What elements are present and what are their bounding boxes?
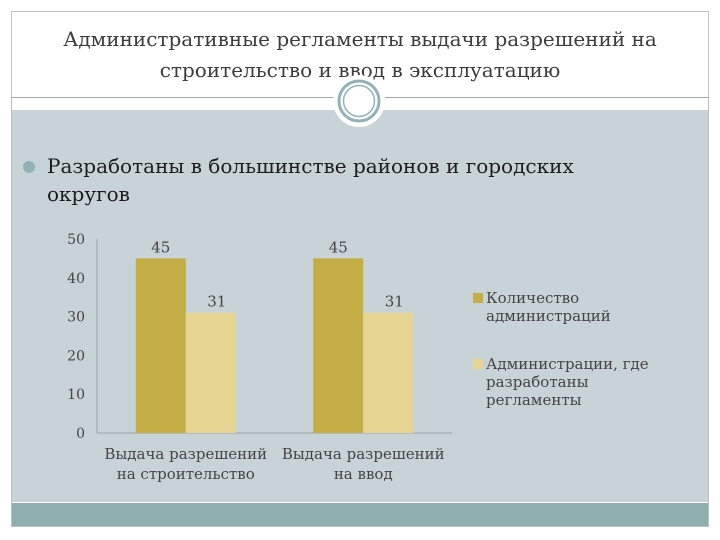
y-tick-label: 30 <box>67 310 85 326</box>
x-category-label: на ввод <box>334 465 393 483</box>
y-tick-label: 50 <box>67 232 85 248</box>
chart-svg: 0 10 20 30 40 50 45 31 Выдача разрешений на строи… <box>67 232 649 483</box>
y-tick-label: 40 <box>67 271 85 287</box>
legend-label: разработаны <box>486 373 589 391</box>
data-label: 45 <box>329 238 348 256</box>
legend-label: Количество <box>486 289 579 307</box>
x-category-label: Выдача разрешений <box>104 445 267 463</box>
bar-chart: 0 10 20 30 40 50 45 31 Выдача разрешений на строи… <box>55 225 705 495</box>
bar-1-1 <box>135 258 186 433</box>
legend-label: Администрации, где <box>486 355 649 373</box>
legend-label: администраций <box>486 307 611 325</box>
bullet-item: Разработаны в большинстве районов и горо… <box>23 152 624 208</box>
x-category-label: Выдача разрешений <box>282 445 445 463</box>
y-tick-label: 0 <box>76 426 85 442</box>
x-category-label: на строительство <box>117 465 255 483</box>
slide-frame <box>11 11 709 527</box>
bar-2-2 <box>363 312 414 433</box>
circle-ornament-icon <box>333 75 385 127</box>
bar-2-1 <box>185 312 236 433</box>
y-tick-label: 10 <box>67 387 85 403</box>
data-label: 31 <box>207 293 226 311</box>
legend-swatch-1 <box>473 293 483 303</box>
bullet-text: Разработаны в большинстве районов и горо… <box>47 154 574 206</box>
y-tick-label: 20 <box>67 348 85 364</box>
bar-1-2 <box>313 258 364 433</box>
data-label: 45 <box>151 238 170 256</box>
data-label: 31 <box>385 293 404 311</box>
bullet-dot-icon <box>23 161 35 173</box>
footer-bar <box>12 503 708 526</box>
legend-label: регламенты <box>486 391 582 409</box>
legend-swatch-2 <box>473 359 483 369</box>
